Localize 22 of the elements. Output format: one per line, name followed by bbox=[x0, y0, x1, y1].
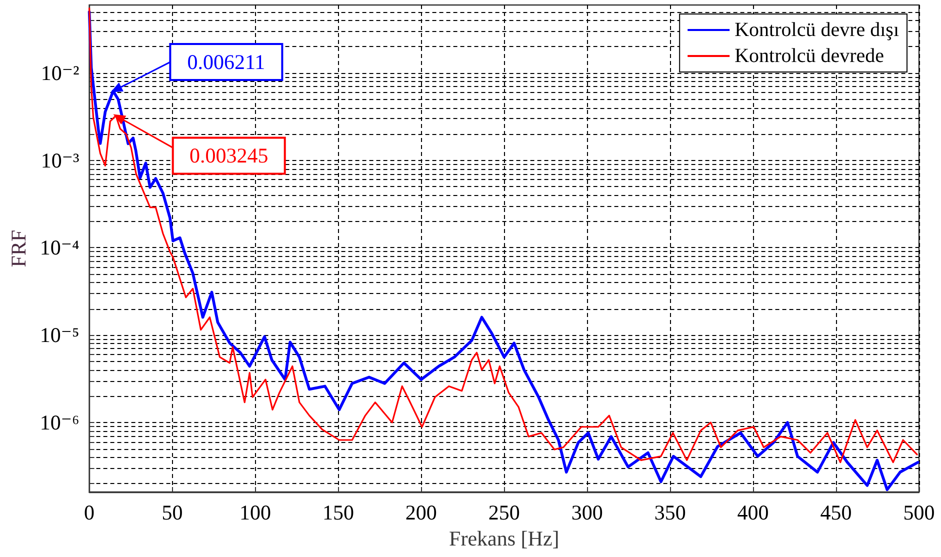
x-tick-label: 100 bbox=[239, 500, 271, 524]
x-tick-label: 350 bbox=[654, 500, 686, 524]
annotation: 0.003245 bbox=[189, 144, 268, 168]
legend-label: Kontrolcü devre dışı bbox=[734, 19, 900, 41]
x-tick-label: 300 bbox=[571, 500, 603, 524]
x-tick-label: 450 bbox=[820, 500, 852, 524]
x-tick-label: 0 bbox=[84, 500, 95, 524]
x-tick-label: 200 bbox=[405, 500, 437, 524]
legend-label: Kontrolcü devrede bbox=[734, 45, 884, 67]
y-tick-label: 10⁻⁵ bbox=[40, 323, 80, 348]
x-tick-label: 50 bbox=[162, 500, 183, 524]
y-tick-label: 10⁻⁶ bbox=[40, 410, 80, 434]
x-axis-title: Frekans [Hz] bbox=[449, 526, 560, 550]
x-tick-label: 500 bbox=[903, 500, 935, 524]
x-tick-label: 400 bbox=[737, 500, 769, 524]
x-tick-label: 150 bbox=[322, 500, 354, 524]
y-axis-title: FRF bbox=[6, 230, 30, 268]
y-tick-label: 10⁻³ bbox=[40, 148, 80, 172]
y-tick-label: 10⁻² bbox=[40, 60, 80, 85]
annotation: 0.006211 bbox=[187, 50, 266, 74]
y-tick-label: 10⁻⁴ bbox=[40, 236, 80, 260]
x-tick-label: 250 bbox=[488, 500, 520, 524]
